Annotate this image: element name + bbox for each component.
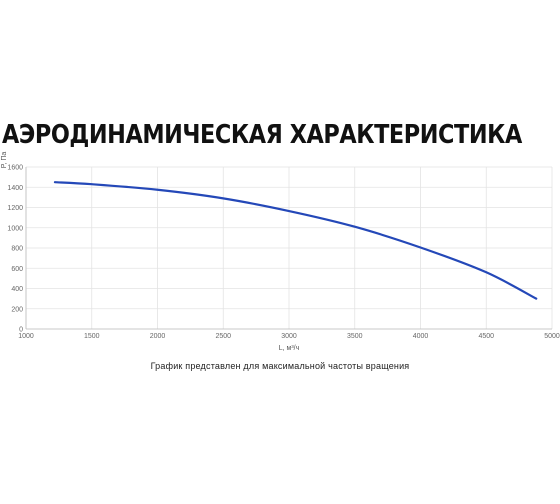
y-tick-label: 800 (11, 246, 23, 253)
x-tick-label: 3500 (347, 333, 363, 340)
y-tick-label: 1600 (7, 165, 23, 172)
y-tick-label: 1000 (7, 225, 23, 232)
y-tick-label: 1200 (7, 205, 23, 212)
chart-grid (25, 166, 553, 330)
x-tick-label: 1500 (84, 333, 100, 340)
y-tick-label: 1400 (7, 185, 23, 192)
chart-axes (25, 167, 552, 330)
x-tick-label: 2000 (150, 333, 166, 340)
y-tick-label: 600 (11, 266, 23, 273)
x-tick-label: 2500 (215, 333, 231, 340)
x-tick-label: 4000 (413, 333, 429, 340)
y-axis-label: P, Па (1, 152, 8, 169)
y-tick-label: 200 (11, 306, 23, 313)
series-line (53, 181, 538, 300)
y-tick-labels: 0 200 400 600 800 1000 1200 1400 1600 (7, 165, 23, 334)
x-tick-label: 1000 (18, 333, 34, 340)
x-tick-label: 4500 (478, 333, 494, 340)
y-tick-label: 0 (19, 327, 23, 334)
x-axis-label: L, м³/ч (279, 345, 300, 352)
x-tick-label: 5000 (544, 333, 560, 340)
chart-caption: График представлен для максимальной част… (150, 361, 410, 371)
x-tick-label: 3000 (281, 333, 297, 340)
page-title: АЭРОДИНАМИЧЕСКАЯ ХАРАКТЕРИСТИКА (2, 120, 522, 150)
y-tick-label: 400 (11, 286, 23, 293)
x-tick-labels: 1000 1500 2000 2500 3000 3500 4000 4500 5000 (18, 333, 560, 340)
